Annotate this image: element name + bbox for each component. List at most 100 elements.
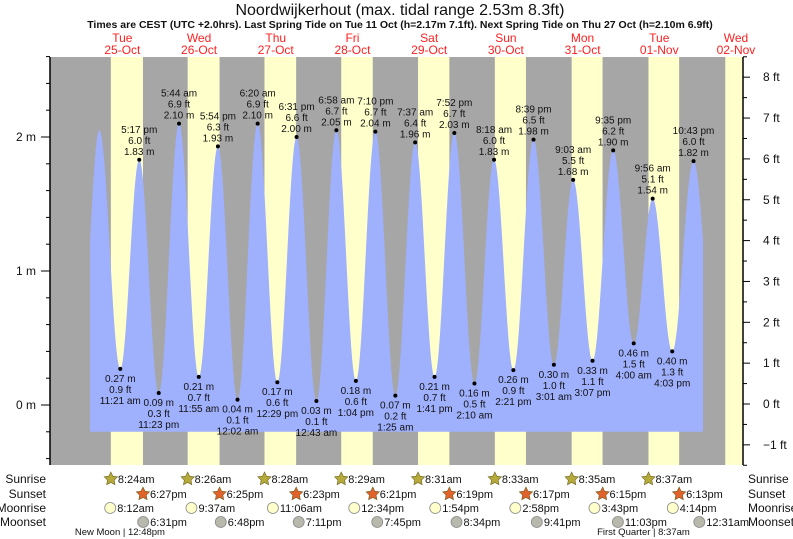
moonrise-moon-icon xyxy=(266,502,279,514)
tide-ft-label: 6.7 ft xyxy=(364,108,386,119)
sunset-star-icon xyxy=(671,486,687,501)
moonrise-moon-icon xyxy=(104,502,117,514)
day-name: Tue xyxy=(112,31,133,45)
low-tide-point xyxy=(156,390,161,395)
high-tide-point xyxy=(294,135,299,139)
tide-time: 1:04 pm xyxy=(338,408,374,419)
tide-m-label: 1.68 m xyxy=(558,167,589,178)
sunset-star-icon xyxy=(288,486,304,501)
tide-m-label: 0.30 m xyxy=(539,370,570,381)
day-name: Wed xyxy=(187,31,211,45)
tide-m-label: 0.17 m xyxy=(262,387,293,398)
day-date: 02-Nov xyxy=(717,43,756,57)
tide-time: 5:17 pm xyxy=(121,125,157,136)
moonset-moon-icon xyxy=(450,516,463,528)
tide-ft-label: 6.2 ft xyxy=(602,126,624,137)
tide-time: 12:29 pm xyxy=(256,409,298,420)
right-tick-label: 5 ft xyxy=(763,193,780,207)
tide-ft-label: 6.5 ft xyxy=(522,116,544,127)
sunrise-row-label: Sunrise xyxy=(5,472,46,486)
tide-ft-label: 5.5 ft xyxy=(562,156,584,167)
sunset-time: 6:17pm xyxy=(533,489,570,501)
tide-ft-label: 5.1 ft xyxy=(642,175,664,186)
high-tide-point xyxy=(334,128,339,133)
tide-time: 6:58 am xyxy=(318,95,354,106)
moonset-moon-icon xyxy=(292,516,305,528)
tide-m-label: 0.16 m xyxy=(459,389,490,400)
tide-time: 4:00 am xyxy=(616,370,652,381)
tide-ft-label: 0.6 ft xyxy=(345,397,367,408)
sunrise-time: 8:35am xyxy=(579,474,616,486)
high-tide-point xyxy=(691,159,696,164)
left-tick-label: 1 m xyxy=(16,264,36,278)
sunset-star-icon xyxy=(135,486,151,501)
high-tide-point xyxy=(215,144,220,149)
right-tick-label: 1 ft xyxy=(763,356,780,370)
right-tick-label: 4 ft xyxy=(763,234,780,248)
low-tide-point xyxy=(590,358,595,363)
sunrise-star-icon xyxy=(564,471,579,486)
moonset-time: 9:41pm xyxy=(544,517,581,529)
moon-phase-label: First Quarter | 8:37am xyxy=(597,527,690,538)
sunrise-time: 8:29am xyxy=(348,474,385,486)
day-date: 01-Nov xyxy=(640,43,679,57)
tide-m-label: 1.83 m xyxy=(479,147,510,158)
moonrise-moon-icon xyxy=(509,502,522,514)
day-date: 27-Oct xyxy=(258,43,295,57)
right-tick-label: 0 ft xyxy=(763,397,780,411)
moonset-time: 7:45pm xyxy=(384,517,421,529)
sunrise-star-icon xyxy=(103,471,119,486)
low-tide-point xyxy=(314,398,319,403)
tide-time: 7:52 pm xyxy=(436,98,472,109)
sunset-time: 6:21pm xyxy=(380,489,417,501)
moonrise-time: 11:06am xyxy=(280,503,322,515)
high-tide-point xyxy=(137,157,142,162)
right-tick-label: 3 ft xyxy=(763,274,780,288)
moonrise-row-label: Moonrise xyxy=(0,501,46,515)
tide-ft-label: 6.9 ft xyxy=(168,100,190,111)
sunrise-star-icon xyxy=(333,471,349,486)
tide-time: 5:54 pm xyxy=(200,111,236,122)
high-tide-point xyxy=(650,196,655,201)
tide-m-label: 2.05 m xyxy=(321,117,352,128)
low-tide-point xyxy=(551,362,556,367)
tide-time: 2:21 pm xyxy=(495,397,531,408)
moonset-moon-icon xyxy=(137,516,150,528)
moonset-time: 12:31am xyxy=(706,517,749,529)
tide-ft-label: 0.2 ft xyxy=(384,412,406,423)
tide-time: 10:43 pm xyxy=(673,126,715,137)
moonset-row-label-right: Moonset xyxy=(748,515,793,529)
right-tick-label: 8 ft xyxy=(763,70,780,84)
sun-moon-rows: Sunrise Sunrise 8:24am 8:26am 8:28am 8:29am 8:… xyxy=(0,471,793,538)
day-date: 28-Oct xyxy=(334,43,371,57)
day-name: Fri xyxy=(345,31,359,45)
tide-ft-label: 1.0 ft xyxy=(543,381,565,392)
tide-m-label: 1.98 m xyxy=(518,127,549,138)
moonrise-time: 8:12am xyxy=(117,503,154,515)
tide-ft-label: 6.0 ft xyxy=(682,137,704,148)
tide-m-label: 2.10 m xyxy=(242,111,273,122)
moonrise-time: 4:14pm xyxy=(680,503,717,515)
tide-m-label: 0.21 m xyxy=(419,382,450,393)
tide-ft-label: 0.1 ft xyxy=(226,416,248,427)
low-tide-point xyxy=(275,380,280,385)
low-tide-point xyxy=(196,374,201,379)
tide-time: 8:18 am xyxy=(476,125,512,136)
sunset-time: 6:25pm xyxy=(227,489,264,501)
tide-m-label: 0.27 m xyxy=(105,374,136,385)
moonset-time: 11:03pm xyxy=(625,517,667,529)
low-tide-point xyxy=(511,368,516,373)
low-tide-point xyxy=(393,393,398,398)
day-name: Tue xyxy=(649,31,670,45)
tide-ft-label: 6.7 ft xyxy=(325,106,347,117)
tide-ft-label: 6.9 ft xyxy=(247,100,269,111)
axes: 0 m 1 m 2 m −1 ft 0 ft 1 ft 2 ft 3 ft 4 ft 5 ft 6 … xyxy=(16,56,787,466)
tide-time: 12:02 am xyxy=(217,427,259,438)
sunrise-row-label-right: Sunrise xyxy=(748,472,789,486)
sunset-time: 6:13pm xyxy=(686,489,723,501)
sunrise-star-icon xyxy=(180,471,195,486)
tide-time: 3:07 pm xyxy=(574,388,610,399)
moonset-moon-icon xyxy=(214,516,227,528)
